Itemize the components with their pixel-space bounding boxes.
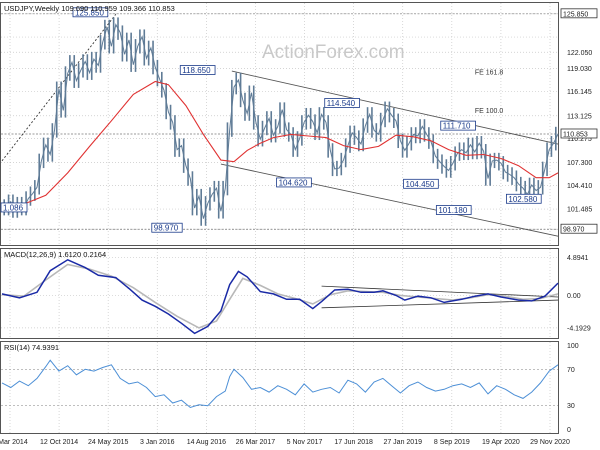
- y-tick-label: 119.030: [567, 66, 592, 73]
- x-tick-label: 8 Sep 2019: [434, 439, 470, 446]
- rsi-y-tick: 30: [567, 403, 575, 410]
- x-tick-label: 3 Jan 2016: [140, 439, 175, 446]
- x-tick-label: 17 Jun 2018: [334, 439, 373, 446]
- y-tick-label: 113.125: [567, 113, 592, 120]
- price-label-box: [276, 177, 312, 188]
- macd-y-tick: -4.1929: [567, 325, 591, 332]
- right-axis-value: 125.850: [563, 11, 588, 18]
- y-tick-label: 116.145: [567, 89, 592, 96]
- moving-average-line: [1, 80, 559, 207]
- x-tick-label: 2 Mar 2014: [0, 439, 28, 446]
- x-tick-label: 14 Aug 2016: [187, 439, 226, 446]
- rsi-panel-title: RSI(14) 74.9391: [4, 343, 59, 352]
- rsi-line: [1, 359, 559, 409]
- y-tick-label: 107.300: [567, 160, 592, 167]
- price-label-box: [179, 65, 216, 75]
- rsi-layer: [1, 359, 559, 409]
- y-tick-label: 104.410: [567, 183, 592, 190]
- macd-y-tick: 4.8941: [567, 255, 589, 262]
- macd-y-tick: 0.00: [567, 293, 581, 300]
- price-label-box: [151, 222, 183, 233]
- y-tick-label: 122.050: [567, 50, 592, 57]
- price-label-box: [435, 205, 472, 215]
- x-tick-label: 5 Nov 2017: [287, 439, 323, 446]
- x-tick-label: 12 Oct 2014: [40, 439, 78, 446]
- channel-line: [220, 163, 559, 237]
- price-label: 102.580: [508, 195, 537, 204]
- x-tick-label: 27 Jan 2019: [383, 439, 422, 446]
- right-axis-box: [560, 8, 598, 19]
- price-label-box: [506, 193, 542, 204]
- macd-trendline: [321, 285, 559, 298]
- channel-line: [231, 70, 559, 145]
- x-tick-label: 26 Mar 2017: [236, 439, 275, 446]
- label-layer: 125.850 118.650 114.540 111.710 104.620 104.4…: [0, 7, 598, 234]
- price-line: [1, 23, 559, 219]
- right-axis-box: [560, 223, 598, 234]
- price-label: 1.086: [3, 203, 24, 212]
- macd-line: [1, 258, 559, 335]
- rsi-y-tick: 100: [567, 343, 579, 350]
- price-label: 104.620: [279, 178, 308, 187]
- price-label-box: [324, 98, 360, 108]
- right-axis-value: 98.970: [563, 227, 585, 234]
- price-panel-title: USDJPY,Weekly 109.690 110.959 109.366 11…: [4, 4, 175, 13]
- fibonacci-label: FE 161.8: [475, 69, 504, 76]
- right-axis-value: 110.853: [563, 131, 588, 138]
- price-label-box: [403, 178, 439, 189]
- rsi-y-tick: 70: [567, 367, 575, 374]
- macd-panel: [0, 248, 559, 339]
- dotted-trendline: [1, 13, 117, 162]
- price-label-box: [440, 120, 476, 131]
- fibonacci-label: FE 100.0: [475, 108, 504, 115]
- x-tick-label: 19 Apr 2020: [482, 439, 520, 446]
- price-label: 101.180: [438, 206, 467, 215]
- rsi-y-tick: 0: [567, 427, 571, 434]
- price-label: 98.970: [154, 224, 179, 233]
- rsi-panel: [0, 341, 559, 434]
- x-tick-label: 24 May 2015: [88, 439, 129, 446]
- price-label-box: [72, 7, 109, 18]
- x-tick-label: 29 Nov 2020: [530, 439, 570, 446]
- y-tick-label: 110.275: [567, 136, 592, 143]
- watermark: ActionForex.com: [262, 42, 405, 63]
- right-axis-box: [560, 128, 598, 139]
- price-label: 104.450: [406, 180, 435, 189]
- y-tick-label: 101.485: [567, 207, 592, 214]
- price-label: 114.540: [327, 99, 356, 108]
- price-label-box: [0, 202, 28, 213]
- macd-panel-title: MACD(12,26,9) 1.6120 0.2164: [4, 250, 106, 259]
- price-label: 125.850: [75, 8, 104, 17]
- macd-trendline: [321, 299, 559, 309]
- price-label: 111.710: [443, 122, 471, 131]
- macd-layer: [1, 258, 559, 335]
- price-label: 118.650: [182, 66, 211, 75]
